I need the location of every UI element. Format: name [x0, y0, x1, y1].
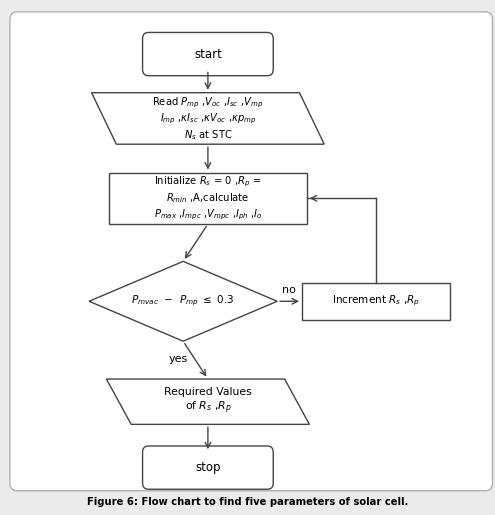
FancyBboxPatch shape	[143, 446, 273, 489]
Bar	[302, 283, 450, 320]
FancyBboxPatch shape	[10, 12, 493, 491]
Text: stop: stop	[195, 461, 221, 474]
Text: start: start	[194, 47, 222, 61]
Text: Read $P_{mp}$ ,$V_{oc}$ ,$I_{sc}$ ,$V_{mp}$
$I_{mp}$ ,$\kappa I_{sc}$ ,$\kappa V: Read $P_{mp}$ ,$V_{oc}$ ,$I_{sc}$ ,$V_{m…	[152, 95, 263, 142]
Polygon shape	[89, 262, 277, 341]
Polygon shape	[92, 93, 324, 144]
Polygon shape	[106, 379, 309, 424]
Text: Increment $R_s$ ,$R_p$: Increment $R_s$ ,$R_p$	[332, 294, 420, 308]
Text: $P_{mvac}$  $-$  $P_{mp}$ $\leq$ 0.3: $P_{mvac}$ $-$ $P_{mp}$ $\leq$ 0.3	[131, 294, 235, 308]
Text: Initialize $R_s$ = 0 ,$R_p$ =
$R_{min}$ ,A,calculate
$P_{max}$ ,$I_{mpc}$ ,$V_{m: Initialize $R_s$ = 0 ,$R_p$ = $R_{min}$ …	[153, 175, 262, 221]
Text: Required Values
of $R_s$ ,$R_p$: Required Values of $R_s$ ,$R_p$	[164, 387, 252, 416]
Text: no: no	[282, 285, 296, 295]
Text: yes: yes	[169, 354, 188, 364]
Text: Figure 6: Flow chart to find five parameters of solar cell.: Figure 6: Flow chart to find five parame…	[87, 497, 408, 507]
Bar	[109, 173, 307, 224]
FancyBboxPatch shape	[143, 32, 273, 76]
